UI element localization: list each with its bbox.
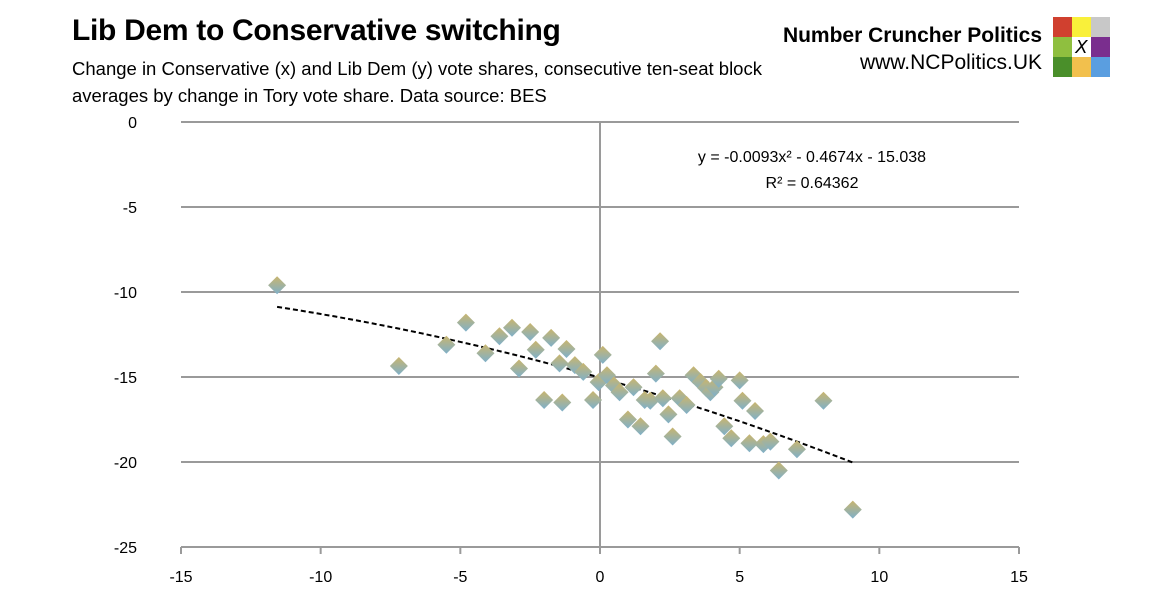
data-point <box>769 461 788 480</box>
y-tick-label: -25 <box>114 540 137 557</box>
logo-cell <box>1072 17 1091 37</box>
data-point <box>659 405 678 424</box>
chart-title: Lib Dem to Conservative switching <box>72 14 561 47</box>
data-point <box>677 396 696 415</box>
data-point <box>709 369 728 388</box>
data-point <box>787 440 806 459</box>
x-tick-label: -15 <box>169 569 192 586</box>
x-tick-label: 15 <box>1010 569 1028 586</box>
data-point <box>476 344 495 363</box>
trendline <box>276 305 854 464</box>
logo-cell <box>1091 17 1110 37</box>
x-tick-label: 5 <box>735 569 744 586</box>
data-point <box>843 500 862 519</box>
logo-cell <box>1053 37 1072 57</box>
data-point <box>653 389 672 408</box>
data-point <box>503 318 522 337</box>
data-point <box>535 390 554 409</box>
logo-cell <box>1053 57 1072 77</box>
brand-name: Number Cruncher Politics <box>782 24 1042 47</box>
y-tick-label: -20 <box>114 455 137 472</box>
data-point <box>553 393 572 412</box>
data-point <box>584 390 603 409</box>
data-point <box>509 359 528 378</box>
data-point <box>746 402 765 420</box>
logo-cell: X <box>1072 37 1091 58</box>
brand-logo: X <box>1053 17 1110 77</box>
data-point <box>618 410 637 429</box>
brand-url: www.NCPolitics.UK <box>859 51 1042 74</box>
data-point <box>542 328 561 347</box>
data-point <box>456 313 475 332</box>
data-point <box>761 432 780 451</box>
data-point <box>722 429 741 448</box>
data-point <box>733 391 752 410</box>
data-point <box>624 378 643 397</box>
data-point <box>651 332 670 351</box>
brand: Number Cruncher Politics www.NCPolitics.… <box>783 22 1042 76</box>
data-point <box>490 327 509 346</box>
data-point <box>521 322 540 341</box>
y-tick-label: -15 <box>114 370 137 387</box>
y-tick-label: 0 <box>128 115 137 132</box>
r-squared-label: R² = 0.64362 <box>766 175 859 192</box>
logo-cell <box>1053 17 1072 37</box>
x-tick-label: 10 <box>870 569 888 586</box>
data-point <box>574 362 593 381</box>
y-tick-label: -5 <box>123 200 137 217</box>
data-point <box>437 335 456 354</box>
x-tick-label: -5 <box>453 569 467 586</box>
logo-cell <box>1091 37 1110 57</box>
logo-cell <box>1091 57 1110 77</box>
data-point <box>268 276 287 295</box>
trendline-equation: y = -0.0093x² - 0.4674x - 15.038 <box>698 149 926 166</box>
data-point <box>593 345 612 364</box>
data-point <box>631 417 650 436</box>
data-point <box>730 371 749 390</box>
data-point <box>550 354 569 373</box>
data-point <box>663 427 682 446</box>
data-point <box>641 391 660 410</box>
logo-cell <box>1072 57 1091 77</box>
data-point <box>557 339 576 358</box>
data-point <box>526 340 545 359</box>
x-tick-label: 0 <box>596 569 605 586</box>
y-tick-label: -10 <box>114 285 137 302</box>
data-point <box>814 391 833 410</box>
chart-subtitle: Change in Conservative (x) and Lib Dem (… <box>72 58 762 106</box>
x-tick-label: -10 <box>309 569 332 586</box>
data-point <box>389 356 408 375</box>
data-point <box>610 383 629 402</box>
data-point <box>715 417 734 436</box>
data-point <box>646 364 665 383</box>
data-point <box>740 434 759 453</box>
